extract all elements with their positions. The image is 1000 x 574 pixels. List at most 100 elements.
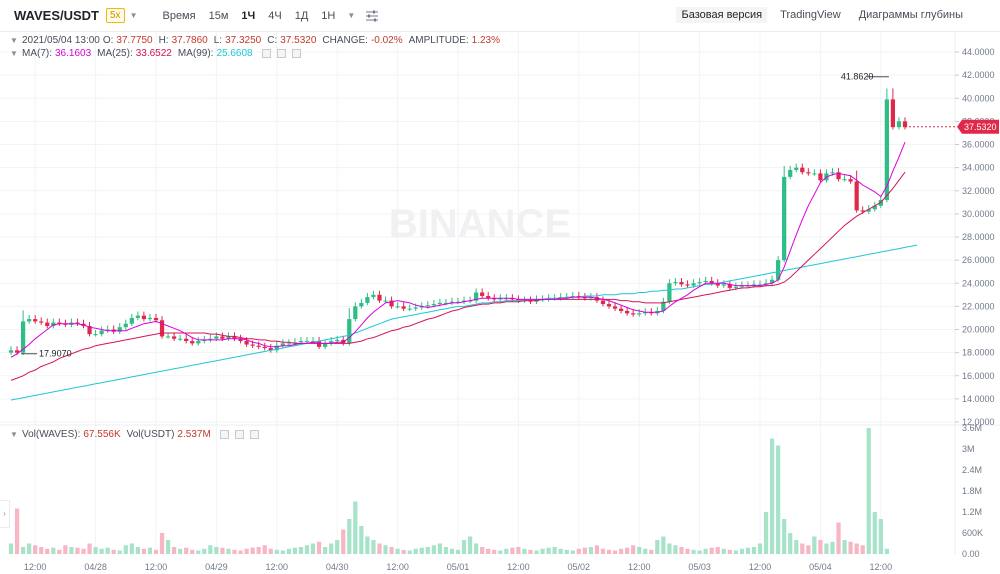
chart-toolbar: WAVES/USDT 5x ▼ Время 15м 1Ч 4Ч 1Д 1Н ▼ … [0,0,1000,32]
volume-bar [461,540,467,554]
view-depth-button[interactable]: Диаграммы глубины [858,9,963,21]
ohlc-legend: 2021/05/04 13:00 O: 37.7750 H: 37.7860 L… [22,35,506,46]
volume-bar [214,547,219,554]
volume-bar [878,519,883,554]
ma-close-icon[interactable] [291,49,301,58]
volume-y-tick-label: 1.8M [962,486,982,496]
interval-dropdown-icon[interactable]: ▼ [347,11,356,20]
ma7-label: MA(7): [22,48,52,59]
interval-4h[interactable]: 4Ч [268,9,282,22]
volume-bar [165,540,171,554]
interval-15m[interactable]: 15м [208,9,229,22]
candle-body [353,306,358,320]
volume-bar [141,548,147,554]
candle-body [492,298,497,300]
x-tick-label: 12:00 [870,562,893,572]
candle-body [637,313,642,315]
x-tick-label: 05/02 [568,562,591,572]
volume-bar [788,533,793,554]
y-tick-label: 36.0000 [962,140,995,150]
vol-visibility-icon[interactable] [234,430,244,439]
candle-body [335,339,340,342]
volume-bar [45,548,50,554]
volume-bar [232,549,237,554]
interval-time[interactable]: Время [162,9,196,22]
volume-y-tick-label: 2.4M [962,465,982,475]
candle-body [153,317,159,321]
y-tick-label: 26.0000 [962,255,995,265]
y-tick-label: 16.0000 [962,371,995,381]
volume-bar [105,547,110,554]
legend-change-value: -0.02% [370,35,403,46]
candle-body [733,286,738,288]
interval-1w[interactable]: 1Н [321,9,336,22]
candle-body [890,99,896,128]
candle-body [528,300,533,302]
volume-bar [492,549,497,554]
vol-settings-icon[interactable] [219,430,229,439]
candle-body [407,308,412,310]
view-basic-button[interactable]: Базовая версия [676,7,768,23]
interval-1d[interactable]: 1Д [294,9,309,22]
volume-bar [848,541,853,554]
candle-body [220,336,225,339]
legend-collapse-icon[interactable]: ▼ [10,36,18,45]
ma-settings-icon[interactable] [261,49,271,58]
candle-body [860,210,865,212]
vol-waves-value: 67.556K [83,429,121,440]
ma-visibility-icon[interactable] [276,49,286,58]
legend-low-value: 37.3250 [225,35,262,46]
volume-legend: Vol(WAVES): 67.556K Vol(USDT) 2.537M [22,429,262,440]
volume-bar [178,548,183,554]
volume-bar [769,438,775,554]
candle-body [202,339,207,342]
y-tick-label: 40.0000 [962,93,995,103]
ma-legend-collapse-icon[interactable]: ▼ [10,49,18,58]
vol-legend-collapse-icon[interactable]: ▼ [10,430,18,439]
view-tradingview-button[interactable]: TradingView [780,9,841,21]
candlestick-chart[interactable]: 12:00 04/28 12:00 04/29 12:00 04/30 12:00 05/01… [0,32,1000,574]
symbol-label[interactable]: WAVES/USDT [14,8,99,23]
volume-bar [202,548,207,554]
x-tick-label: 12:00 [145,562,168,572]
y-tick-label: 42.0000 [962,70,995,80]
volume-bar [697,550,702,554]
ma99-label: MA(99): [177,48,214,59]
volume-bar [782,519,787,554]
legend-change-label: CHANGE: [322,35,368,46]
candle-body [256,345,261,347]
candle-body [87,326,92,335]
ma99-value: 25.6608 [216,48,253,59]
ma-legend: MA(7): 36.1603 MA(25): 33.6522 MA(99): 2… [22,48,304,59]
vol-close-icon[interactable] [249,430,259,439]
symbol-dropdown-icon[interactable]: ▼ [129,11,138,20]
y-tick-label: 20.0000 [962,325,995,335]
volume-bar [57,549,62,554]
side-panel-toggle[interactable]: › [0,500,10,528]
volume-y-tick-label: 3M [962,444,975,454]
candle-body [238,338,243,342]
candle-body [546,298,551,300]
volume-bar [588,547,593,554]
volume-bar [419,547,424,554]
volume-bar [329,543,334,554]
candle-body [540,299,545,301]
indicator-settings-icon[interactable] [365,9,379,23]
candle-body [8,350,14,353]
volume-bar [643,548,648,554]
candle-body [625,311,630,314]
volume-bar [365,536,370,554]
legend-high-label: H: [158,35,169,46]
candle-body [606,304,612,307]
volume-bar [244,548,249,554]
candle-body [498,298,503,300]
volume-bar [540,548,545,554]
volume-bar [510,547,515,554]
volume-bar [33,545,38,554]
candle-body [709,280,714,284]
volume-bar [655,540,660,554]
interval-1h[interactable]: 1Ч [241,9,256,22]
volume-bar [576,548,581,554]
candle-body [117,327,122,332]
volume-bar [830,541,835,554]
